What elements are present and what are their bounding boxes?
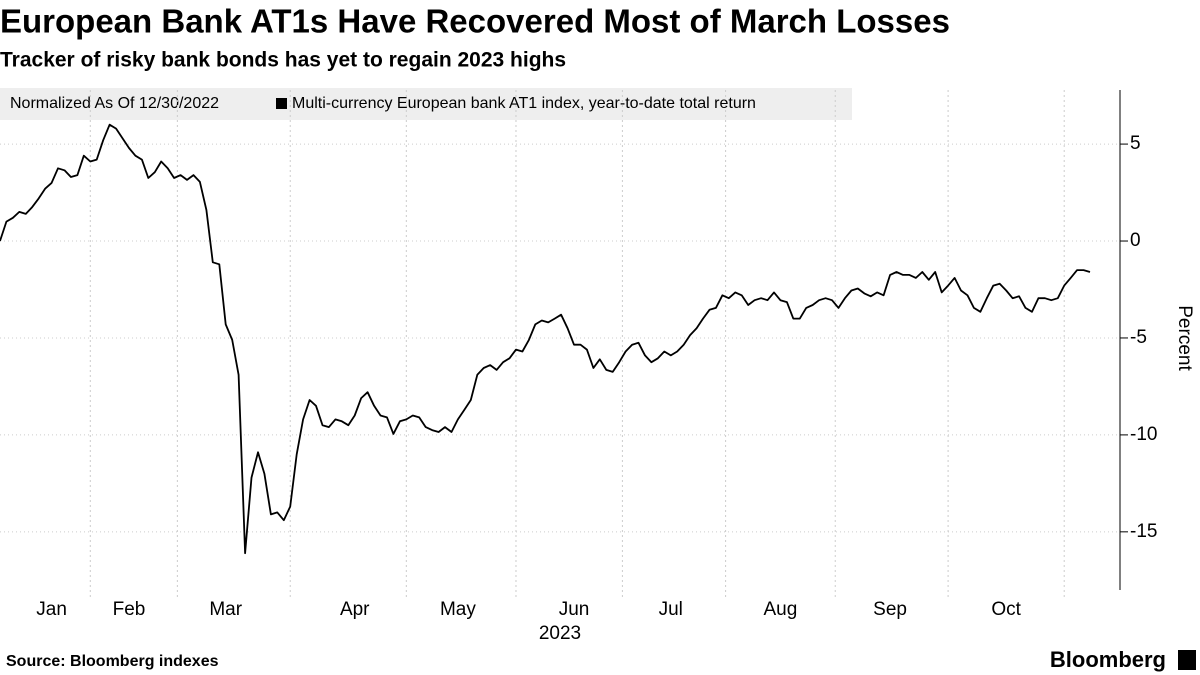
y-tick-label: -10 [1130,424,1157,445]
x-tick-label: Mar [209,599,242,620]
source: Source: Bloomberg indexes [6,653,219,670]
chart-subtitle: Tracker of risky bank bonds has yet to r… [0,49,566,72]
y-tick-label: -15 [1130,521,1157,542]
x-tick-label: Jan [36,599,67,620]
note: Normalized As Of 12/30/2022 [10,95,219,112]
y-tick-label: 5 [1130,133,1141,154]
x-tick-label: Aug [764,599,798,620]
brand-icon [1178,650,1196,670]
y-tick-label: 0 [1130,230,1141,251]
y-axis-label: Percent [1174,305,1195,371]
legend-background [0,88,852,120]
data-line [0,123,1091,555]
x-tick-label: Jun [559,599,590,620]
x-tick-label: Sep [873,599,907,620]
x-tick-label: Oct [991,599,1021,620]
chart-title: European Bank AT1s Have Recovered Most o… [0,3,950,40]
x-tick-label: Jul [659,599,683,620]
x-tick-label: May [440,599,476,620]
legend-label: Multi-currency European bank AT1 index, … [292,95,756,112]
x-axis-label: 2023 [539,623,581,644]
x-tick-label: Feb [113,599,146,620]
y-tick-label: -5 [1130,327,1147,348]
x-tick-label: Apr [340,599,370,620]
brand: Bloomberg [1050,647,1166,672]
legend-swatch [276,98,287,109]
